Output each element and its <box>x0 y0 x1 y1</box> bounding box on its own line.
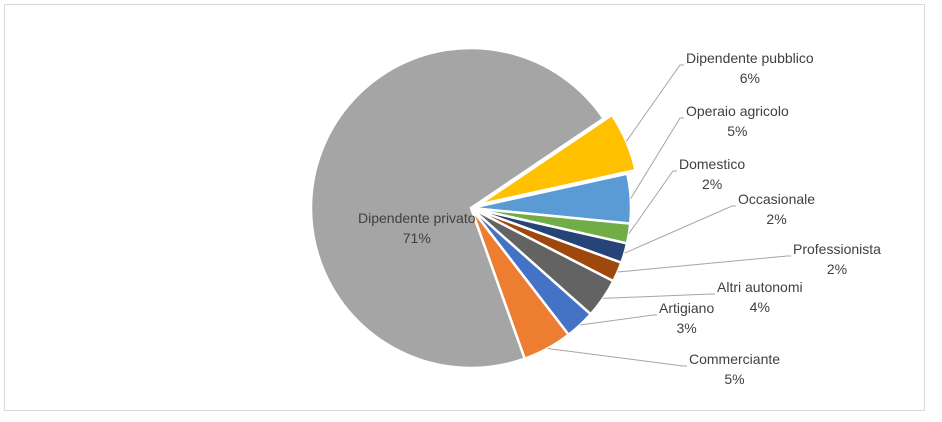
data-labels: Dipendente pubblico 6% Operaio agricolo 5% D… <box>358 50 881 387</box>
data-label-pct-operaio-agricolo: 5% <box>727 123 747 139</box>
data-label-pct-commerciante: 5% <box>724 371 744 387</box>
leader-line-domestico <box>628 170 677 234</box>
data-label-pct-altri-autonomi: 4% <box>750 299 770 315</box>
leader-line-occasionale <box>624 205 736 254</box>
data-label-pct-dipendente-pubblico: 6% <box>740 70 760 86</box>
data-label-pct-artigiano: 3% <box>677 320 697 336</box>
leader-lines <box>547 64 791 367</box>
leader-line-altri-autonomi <box>602 293 715 299</box>
data-label-commerciante: Commerciante <box>689 351 780 367</box>
data-label-dipendente-pubblico: Dipendente pubblico <box>686 50 814 66</box>
leader-line-commerciante <box>547 347 687 367</box>
pie-chart: Dipendente pubblico 6% Operaio agricolo 5% D… <box>309 46 881 387</box>
leader-line-artigiano <box>580 314 657 326</box>
data-label-professionista: Professionista <box>793 241 881 257</box>
data-label-operaio-agricolo: Operaio agricolo <box>686 103 789 119</box>
leader-line-dipendente-pubblico <box>625 64 684 142</box>
data-label-artigiano: Artigiano <box>659 300 714 316</box>
leader-line-professionista <box>617 255 791 273</box>
data-label-occasionale: Occasionale <box>738 191 815 207</box>
data-label-dipendente-privato: Dipendente privato <box>358 210 476 226</box>
data-label-pct-dipendente-privato: 71% <box>403 230 431 246</box>
data-label-pct-domestico: 2% <box>702 176 722 192</box>
pie-slice-dipendente-pubblico <box>478 113 638 206</box>
data-label-pct-occasionale: 2% <box>766 211 786 227</box>
pie-slices <box>309 46 638 370</box>
leader-line-operaio-agricolo <box>630 117 684 199</box>
chart-area: Dipendente pubblico 6% Operaio agricolo 5% D… <box>4 4 925 411</box>
data-label-altri-autonomi: Altri autonomi <box>717 279 803 295</box>
data-label-pct-professionista: 2% <box>827 261 847 277</box>
data-label-domestico: Domestico <box>679 156 745 172</box>
pie-slice-dipendente-privato <box>309 46 606 370</box>
